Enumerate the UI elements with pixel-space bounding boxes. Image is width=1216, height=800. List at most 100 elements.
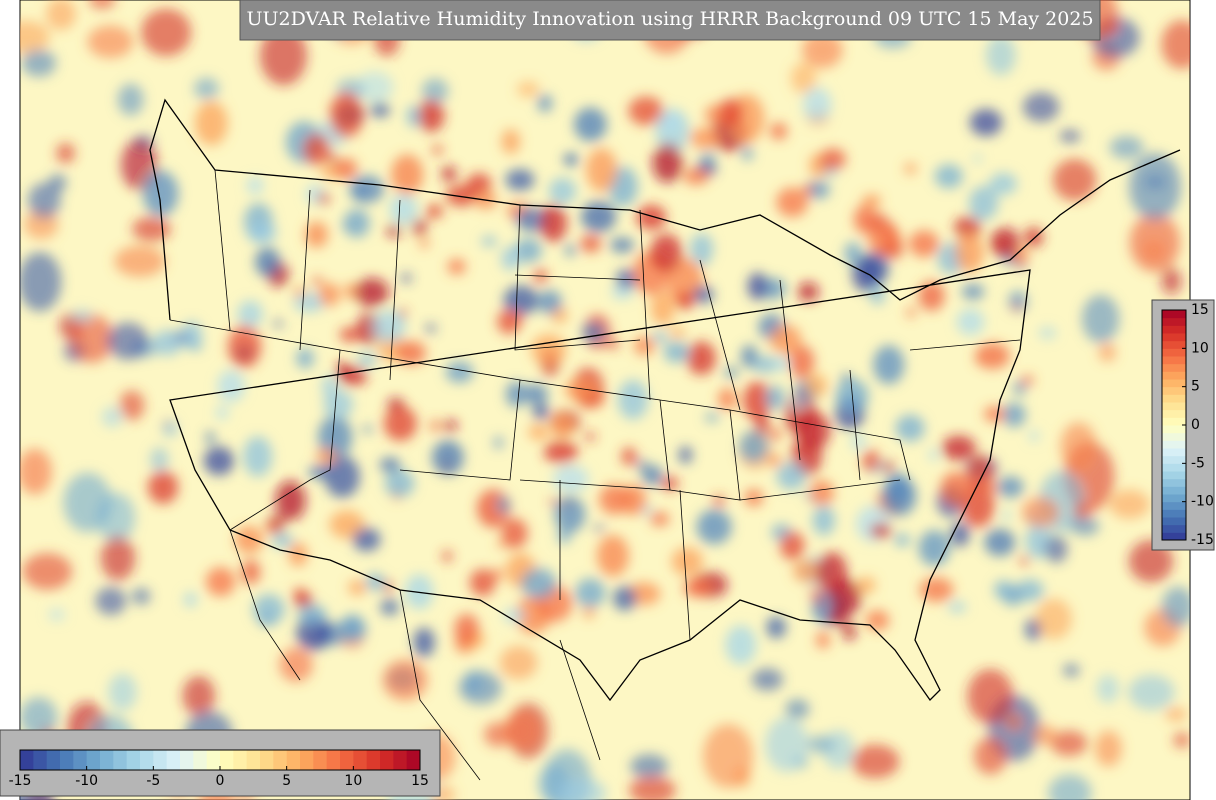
field-blob bbox=[108, 673, 137, 711]
colorbar-step bbox=[1162, 333, 1186, 342]
field-blob bbox=[497, 496, 510, 514]
colorbar-step bbox=[1162, 471, 1186, 480]
field-blob bbox=[1011, 303, 1022, 311]
field-blob bbox=[315, 448, 338, 464]
colorbar-step bbox=[100, 750, 114, 770]
field-blob bbox=[713, 495, 725, 507]
field-blob bbox=[689, 127, 721, 149]
field-blob bbox=[117, 83, 144, 116]
field-blob bbox=[497, 309, 522, 335]
field-blob bbox=[419, 237, 429, 249]
field-blob bbox=[441, 166, 457, 182]
field-blob bbox=[1073, 503, 1091, 521]
field-blob bbox=[754, 415, 770, 436]
field-blob bbox=[585, 432, 596, 442]
field-blob bbox=[804, 373, 828, 398]
colorbar-step bbox=[1162, 417, 1186, 426]
field-blob bbox=[1044, 535, 1068, 563]
colorbar-tick-label: 15 bbox=[1191, 302, 1209, 318]
field-blob bbox=[1021, 375, 1034, 385]
field-blob bbox=[183, 592, 197, 608]
field-blob bbox=[805, 492, 814, 500]
field-blob bbox=[804, 183, 813, 196]
field-blob bbox=[862, 194, 882, 209]
field-blob bbox=[349, 175, 384, 204]
field-blob bbox=[650, 292, 675, 326]
colorbar-right: 15 10 5 0 -5 -10 -15 bbox=[1161, 302, 1214, 548]
field-blob bbox=[767, 453, 782, 468]
field-blob bbox=[142, 170, 179, 217]
field-blob bbox=[1128, 674, 1175, 710]
colorbar-step bbox=[1162, 325, 1186, 334]
field-blob bbox=[194, 101, 228, 146]
field-blob bbox=[493, 436, 503, 449]
field-blob bbox=[150, 447, 169, 472]
colorbar-step bbox=[1162, 317, 1186, 326]
field-blob bbox=[1109, 135, 1144, 159]
field-blob bbox=[227, 325, 262, 368]
field-blob bbox=[317, 192, 330, 204]
colorbar-step bbox=[1162, 348, 1186, 357]
colorbar-step bbox=[326, 750, 341, 770]
field-blob bbox=[48, 608, 65, 621]
field-blob bbox=[548, 177, 577, 205]
field-blob bbox=[303, 133, 331, 165]
colorbar-tick-label: 0 bbox=[1191, 417, 1200, 433]
field-blob bbox=[973, 211, 982, 221]
field-blob bbox=[21, 49, 57, 77]
field-blob bbox=[1059, 129, 1081, 143]
field-blob bbox=[698, 258, 709, 266]
field-blob bbox=[870, 523, 892, 538]
field-blob bbox=[1173, 732, 1190, 749]
field-blob bbox=[1129, 153, 1182, 220]
field-blob bbox=[610, 237, 635, 253]
field-blob bbox=[412, 218, 427, 235]
field-blob bbox=[100, 536, 136, 581]
colorbar-tick-label: 5 bbox=[282, 773, 291, 789]
field-blob bbox=[72, 309, 93, 323]
field-blob bbox=[328, 153, 337, 163]
colorbar-step bbox=[1162, 402, 1186, 411]
field-blob bbox=[973, 154, 982, 163]
field-blob bbox=[1142, 239, 1166, 262]
field-blob bbox=[904, 162, 917, 175]
colorbar-step bbox=[1162, 440, 1186, 449]
field-blob bbox=[769, 427, 781, 442]
field-blob bbox=[1038, 326, 1057, 340]
field-blob bbox=[499, 645, 538, 680]
field-blob bbox=[873, 345, 905, 385]
field-blob bbox=[205, 431, 215, 444]
field-blob bbox=[586, 148, 618, 192]
field-blob bbox=[747, 272, 768, 301]
field-blob bbox=[323, 390, 354, 419]
field-blob bbox=[339, 327, 361, 342]
field-blob bbox=[704, 412, 719, 423]
colorbar-step bbox=[140, 750, 154, 770]
colorbar-step bbox=[1162, 478, 1186, 487]
field-blob bbox=[802, 87, 832, 122]
colorbar-tick-label: -10 bbox=[75, 773, 98, 789]
field-blob bbox=[909, 230, 940, 258]
colorbar-step bbox=[1162, 448, 1186, 457]
field-blob bbox=[442, 550, 453, 562]
field-blob bbox=[384, 469, 415, 498]
colorbar-step bbox=[1162, 386, 1186, 395]
field-blob bbox=[785, 699, 810, 720]
colorbar-step bbox=[86, 750, 101, 770]
field-blob bbox=[969, 108, 1003, 137]
field-blob bbox=[683, 168, 709, 185]
field-blob bbox=[652, 143, 683, 183]
field-blob bbox=[1165, 707, 1187, 722]
field-blob bbox=[141, 8, 192, 57]
field-blob bbox=[1048, 774, 1092, 800]
field-blob bbox=[271, 533, 294, 549]
field-blob bbox=[621, 447, 637, 466]
colorbar-tick-label: -15 bbox=[9, 773, 32, 789]
us-outline bbox=[149, 98, 1181, 702]
field-blob bbox=[432, 144, 443, 155]
field-blob bbox=[776, 187, 809, 218]
colorbar-step bbox=[1162, 486, 1186, 495]
field-blob bbox=[851, 434, 866, 450]
